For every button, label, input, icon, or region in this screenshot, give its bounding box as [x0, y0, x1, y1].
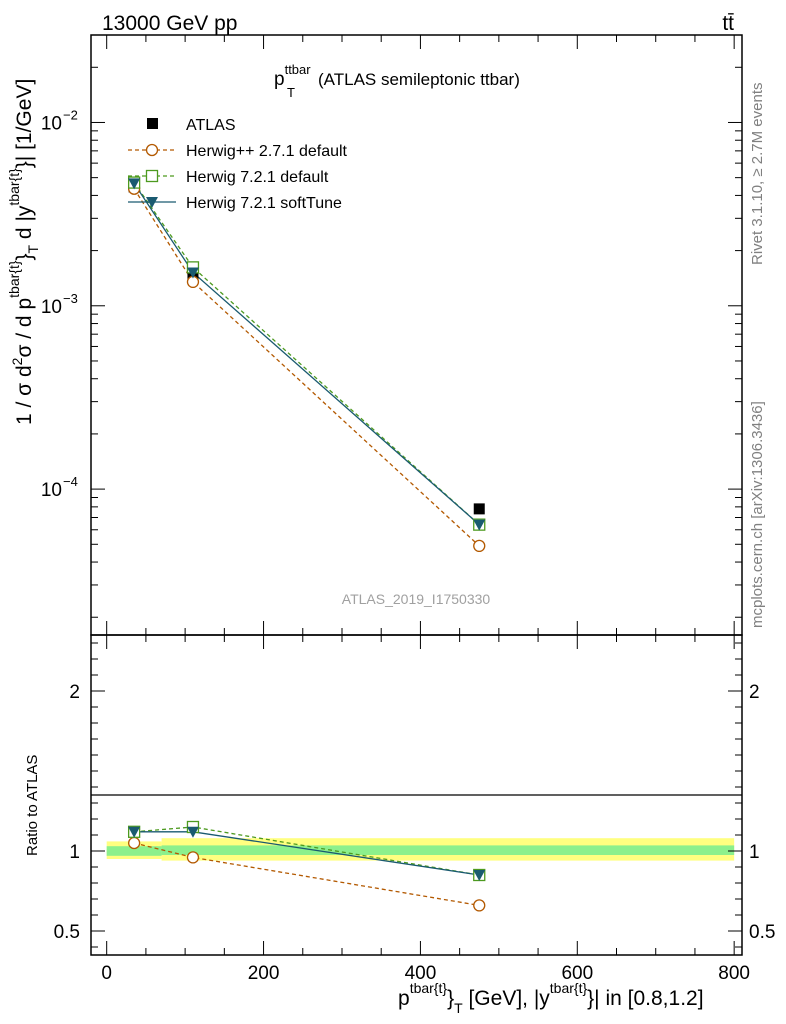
- title-sup: ttbar: [285, 62, 312, 77]
- ylabel-d: }| [1/GeV]: [13, 79, 36, 169]
- main-series-line-3: [133, 183, 480, 526]
- legend-marker-herwigpp: [145, 143, 159, 157]
- ratio-ytick-label-right-2: 2: [749, 682, 760, 703]
- watermark: ATLAS_2019_I1750330: [342, 591, 491, 607]
- legend-marker-atlas: [147, 118, 158, 129]
- main-ytick-label-2: 10: [41, 480, 62, 501]
- main-ytick-label-exp-1: −3: [63, 291, 78, 306]
- ratio-ytick-label-2: 2: [69, 682, 80, 703]
- ratio-band-stat-1: [161, 845, 735, 855]
- ylabel-c: d |y: [13, 205, 36, 245]
- ratio-ytick-label-right-0: 0.5: [749, 922, 775, 943]
- legend-marker-herwig7-default: [145, 169, 159, 183]
- main-point-1-2: [473, 539, 486, 553]
- mcplots-label: mcplots.cern.ch [arXiv:1306.3436]: [749, 401, 766, 628]
- legend-marker-herwig7-softtune: [146, 197, 158, 208]
- xlabel-d: }| in [0.8,1.2]: [587, 987, 703, 1010]
- ratio-ylabel: Ratio to ATLAS: [24, 755, 41, 856]
- legend-label-atlas: ATLAS: [186, 117, 236, 134]
- legend-label-herwig7-softtune: Herwig 7.2.1 softTune: [186, 195, 342, 212]
- ratio-xtick-label-3: 600: [561, 963, 593, 984]
- ratio-point-2-1: [186, 826, 199, 838]
- ratio-ytick-label-right-1: 1: [749, 842, 760, 863]
- ratio-xtick-label-1: 200: [248, 963, 280, 984]
- ratio-panel: 0.5 0.51 12 2 0 200 400 600 800 Ratio to ATLAS …: [24, 634, 775, 1016]
- main-ytick-label-exp-2: −4: [63, 474, 78, 489]
- legend: ATLAS Herwig++ 2.7.1 default Herwig 7.2.…: [128, 117, 348, 212]
- ylabel-c-sup: tbar{t}: [6, 168, 22, 206]
- energy-label: 13000 GeV pp: [102, 12, 237, 35]
- ratio-xtick-label-0: 0: [101, 963, 112, 984]
- xlabel-b-sub: T: [454, 1000, 463, 1016]
- ratio-band-stat-0: [106, 846, 162, 856]
- rivet-label: Rivet 3.1.10, ≥ 2.7M events: [749, 83, 766, 266]
- ratio-point-0-1: [186, 851, 200, 864]
- ylabel-b-sub: T: [25, 244, 41, 253]
- main-series-line-2: [133, 182, 480, 526]
- ratio-point-2-2: [473, 870, 486, 881]
- chart-title-rest: (ATLAS semileptonic ttbar): [318, 70, 520, 89]
- ratio-ytick-label-0: 0.5: [54, 922, 80, 943]
- ratio-ytick-label-1: 1: [69, 842, 80, 863]
- xlabel-c-sup: tbar{t}: [550, 980, 588, 996]
- main-point-3-1: [186, 267, 199, 279]
- legend-label-herwigpp: Herwig++ 2.7.1 default: [186, 143, 348, 160]
- main-series-line-1: [133, 188, 480, 547]
- xlabel-b: }: [447, 987, 454, 1010]
- ratio-xtick-label-2: 400: [405, 963, 437, 984]
- main-panel: 10−210−310−4 pttbar T (ATLAS semileptoni…: [6, 34, 743, 636]
- ylabel-b: σ / d p: [13, 298, 36, 358]
- xlabel-a-sup: tbar{t}: [410, 980, 448, 996]
- main-ylabel: 1 / σ d2σ / d ptbar{t}}T d |ytbar{t}}| […: [6, 79, 41, 425]
- xlabel-c: [GeV], |y: [463, 987, 551, 1010]
- xlabel-a: p: [398, 987, 410, 1010]
- ratio-frame: [90, 634, 743, 956]
- main-ytick-label-0: 10: [41, 113, 62, 134]
- ylabel-a-sup: 2: [9, 357, 25, 365]
- chart-title: pttbar: [274, 62, 311, 90]
- main-point-3-0: [128, 178, 141, 190]
- ratio-point-2-0: [128, 826, 141, 838]
- title-base: p: [274, 69, 285, 90]
- ratio-xlabel: ptbar{t}}T [GeV], |ytbar{t}}| in [0.8,1.…: [398, 980, 704, 1016]
- legend-label-herwig7-default: Herwig 7.2.1 default: [186, 169, 329, 186]
- ratio-series-line-0: [133, 842, 480, 907]
- process-label: tt̄: [722, 12, 734, 35]
- ylabel-d-pre: }: [13, 253, 36, 260]
- ylabel-a: 1 / σ d: [13, 365, 36, 425]
- ratio-xtick-label-4: 800: [718, 963, 750, 984]
- main-point-0-2: [473, 503, 485, 515]
- main-ytick-label-exp-0: −2: [63, 107, 78, 122]
- ylabel-b-sup: tbar{t}: [6, 260, 22, 298]
- main-ytick-label-1: 10: [41, 297, 62, 318]
- main-point-3-2: [473, 519, 486, 531]
- ratio-point-0-0: [127, 836, 141, 850]
- ratio-point-0-2: [473, 899, 486, 912]
- chart-title-sub: T: [287, 85, 295, 100]
